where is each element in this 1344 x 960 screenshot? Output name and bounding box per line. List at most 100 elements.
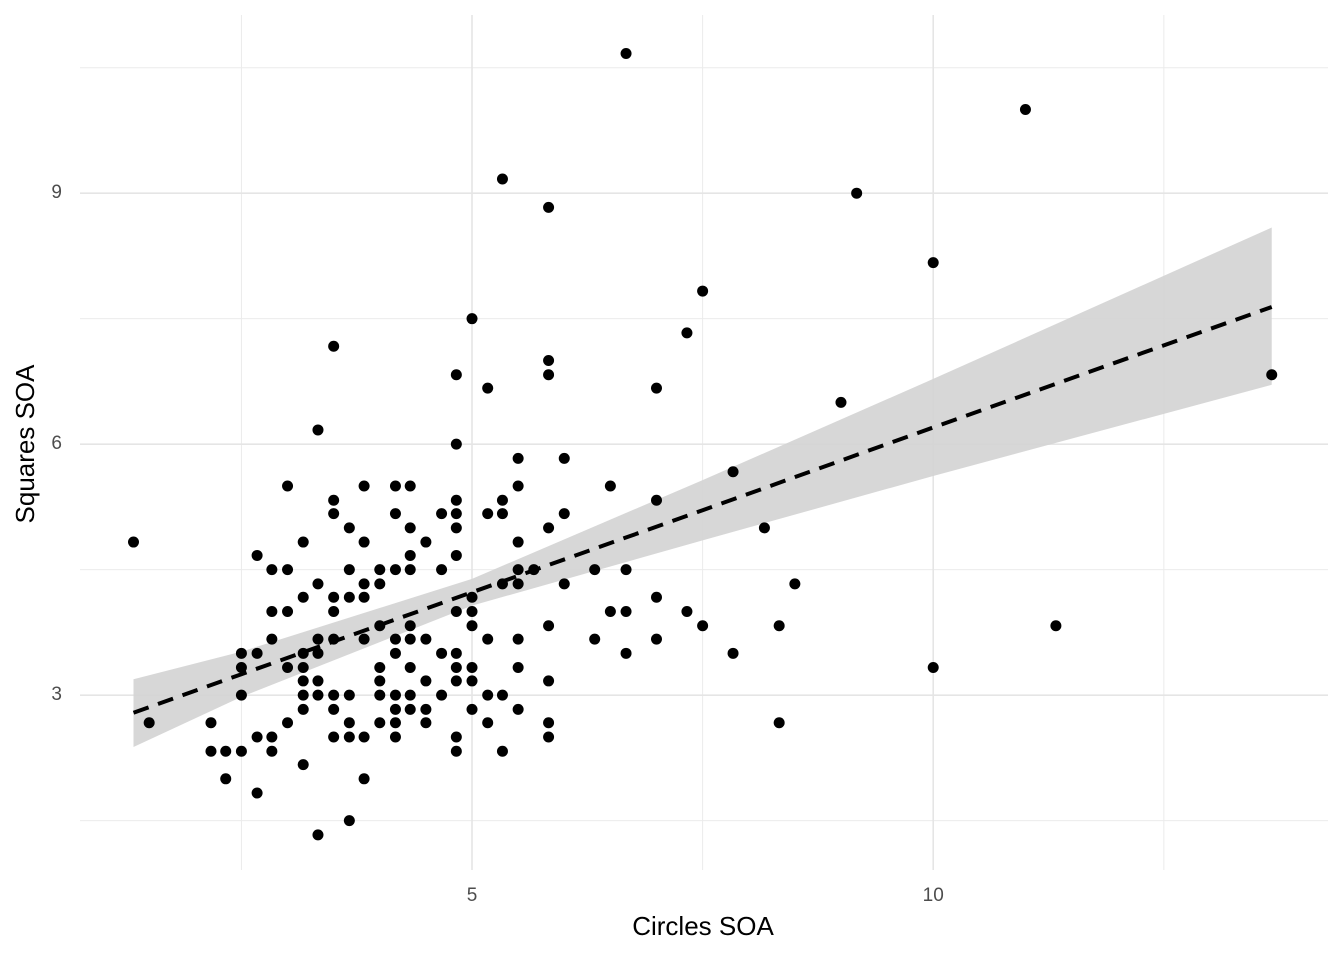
point [312, 647, 324, 659]
point [389, 731, 401, 743]
point [312, 675, 324, 687]
point [466, 313, 478, 325]
point [343, 731, 355, 743]
point [389, 508, 401, 520]
point [1266, 369, 1278, 381]
point [496, 508, 508, 520]
point [450, 369, 462, 381]
point [1019, 104, 1031, 116]
point [558, 508, 570, 520]
point [343, 522, 355, 534]
point [143, 717, 155, 729]
point [328, 340, 340, 352]
point [604, 605, 616, 617]
point [374, 675, 386, 687]
point [343, 564, 355, 576]
point [282, 662, 294, 674]
point [328, 494, 340, 506]
point [404, 703, 416, 715]
point [251, 647, 263, 659]
point [251, 549, 263, 561]
point [389, 647, 401, 659]
point [543, 717, 555, 729]
point [436, 508, 448, 520]
confidence-band [133, 227, 1272, 748]
point [358, 578, 370, 590]
point [328, 508, 340, 520]
point [697, 620, 709, 632]
x-tick-label: 10 [923, 885, 944, 906]
point [450, 647, 462, 659]
point [297, 689, 309, 701]
point [297, 675, 309, 687]
y-tick-label: 6 [51, 433, 62, 454]
point [282, 605, 294, 617]
x-axis-title: Circles SOA [632, 911, 774, 941]
point [374, 662, 386, 674]
point [697, 285, 709, 297]
point [328, 591, 340, 603]
point [482, 717, 494, 729]
point [420, 717, 432, 729]
point [374, 564, 386, 576]
point [620, 647, 632, 659]
point [450, 605, 462, 617]
point [220, 745, 232, 757]
y-tick-label: 9 [51, 182, 62, 203]
point [358, 633, 370, 645]
point [789, 578, 801, 590]
point [404, 480, 416, 492]
point [650, 494, 662, 506]
point [482, 689, 494, 701]
point [436, 564, 448, 576]
point [466, 620, 478, 632]
point [466, 662, 478, 674]
point [328, 731, 340, 743]
point [404, 662, 416, 674]
point [358, 536, 370, 548]
point [420, 633, 432, 645]
point [496, 689, 508, 701]
point [389, 703, 401, 715]
point [358, 591, 370, 603]
point [251, 787, 263, 799]
point [589, 633, 601, 645]
point [681, 327, 693, 339]
point [266, 633, 278, 645]
point [512, 480, 524, 492]
point [404, 620, 416, 632]
point [482, 508, 494, 520]
point [404, 633, 416, 645]
point [851, 187, 863, 199]
point [512, 564, 524, 576]
point [328, 605, 340, 617]
point [282, 564, 294, 576]
point [543, 620, 555, 632]
point [512, 578, 524, 590]
point [251, 731, 263, 743]
point [1050, 620, 1062, 632]
point [450, 522, 462, 534]
point [312, 633, 324, 645]
point [235, 745, 247, 757]
trend-line [132, 305, 1273, 715]
point [543, 201, 555, 213]
point [358, 731, 370, 743]
y-tick-label: 3 [51, 684, 62, 705]
point [436, 647, 448, 659]
point [389, 480, 401, 492]
point [543, 731, 555, 743]
point [389, 689, 401, 701]
point [512, 633, 524, 645]
point [328, 703, 340, 715]
point [389, 564, 401, 576]
point [512, 662, 524, 674]
point [127, 536, 139, 548]
point [450, 731, 462, 743]
point [297, 759, 309, 771]
point [727, 466, 739, 478]
point [358, 480, 370, 492]
point [205, 745, 217, 757]
point [466, 675, 478, 687]
